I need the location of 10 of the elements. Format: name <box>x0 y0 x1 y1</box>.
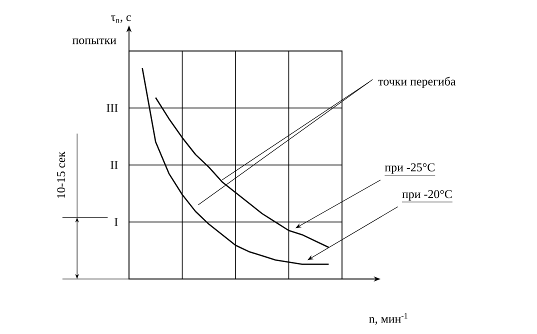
text: при -20°C <box>402 190 452 201</box>
y-axis-title: τ$_{n}$, с <box>110 15 131 23</box>
text: II <box>110 161 118 169</box>
text: при -25°C <box>384 163 434 174</box>
text: III <box>106 104 118 112</box>
text: точки перегиба <box>378 76 456 88</box>
text: попытки <box>72 38 116 44</box>
text: 10-15 сек <box>57 152 66 198</box>
text: I <box>114 218 118 226</box>
x-axis-title: n, мин$^{-1}$ <box>369 313 408 325</box>
